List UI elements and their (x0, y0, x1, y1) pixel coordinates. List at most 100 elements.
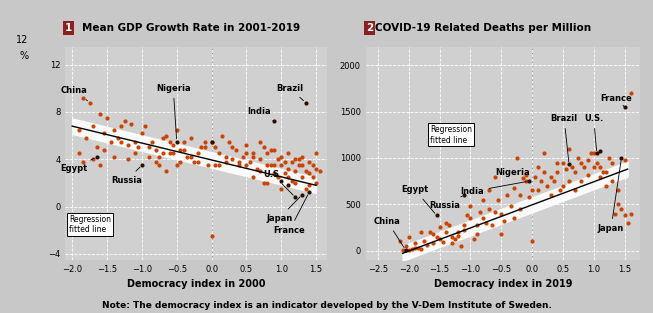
Point (144, 145, 154, 150)
Point (304, 190, 314, 195)
Point (475, 209, 485, 214)
Point (539, 151, 550, 156)
Point (193, 159, 203, 164)
Text: India: India (247, 107, 274, 121)
Point (477, 197, 488, 202)
Point (220, 154, 231, 159)
Point (626, 91, 636, 96)
Point (217, 133, 227, 138)
Point (416, 247, 426, 252)
Point (78, 159, 88, 164)
Point (601, 183, 611, 188)
Point (297, 192, 308, 197)
Point (234, 159, 245, 164)
Point (102, 115, 112, 121)
Text: 2: 2 (366, 23, 373, 33)
Point (140, 124, 151, 129)
Point (290, 169, 300, 174)
Point (592, 151, 602, 156)
Point (199, 145, 210, 150)
Point (193, 151, 203, 156)
Point (434, 225, 445, 230)
Point (144, 154, 154, 159)
Point (438, 240, 448, 245)
Point (471, 231, 482, 236)
Point (178, 139, 189, 144)
Point (564, 162, 574, 167)
Point (220, 159, 231, 164)
Point (453, 229, 464, 234)
Point (459, 192, 470, 198)
Point (579, 165, 590, 170)
Point (459, 228, 470, 233)
Point (542, 183, 552, 188)
Text: Egypt: Egypt (402, 185, 435, 213)
Point (262, 151, 272, 156)
Point (109, 154, 119, 159)
Point (404, 234, 414, 239)
Point (597, 169, 608, 174)
Text: China: China (374, 217, 404, 248)
Point (509, 216, 519, 221)
Point (459, 222, 470, 227)
Point (607, 179, 618, 184)
Point (490, 209, 500, 214)
Point (419, 239, 430, 244)
Point (462, 213, 473, 218)
Point (119, 119, 130, 124)
Point (432, 234, 442, 239)
Point (88, 157, 99, 162)
Point (297, 154, 308, 159)
Point (410, 245, 421, 250)
Point (272, 175, 283, 180)
Point (136, 131, 147, 136)
Point (206, 233, 217, 239)
Point (511, 156, 522, 161)
Text: 12: 12 (16, 35, 29, 45)
Point (570, 169, 581, 174)
Point (269, 119, 279, 124)
Text: Nigeria: Nigeria (156, 84, 191, 139)
Point (262, 180, 272, 185)
Point (95, 163, 105, 168)
Text: Russia: Russia (429, 196, 462, 210)
Point (297, 163, 308, 168)
Point (441, 220, 451, 225)
Point (576, 160, 586, 165)
Point (224, 139, 234, 144)
Point (398, 248, 408, 253)
Point (499, 218, 509, 223)
Point (283, 175, 293, 180)
Point (407, 246, 417, 251)
Point (576, 179, 586, 184)
Point (112, 136, 123, 141)
Point (266, 163, 276, 168)
Point (290, 157, 300, 162)
Point (168, 143, 178, 148)
Point (304, 171, 314, 176)
Point (432, 213, 442, 218)
Text: Russia: Russia (111, 167, 142, 185)
Point (136, 163, 147, 168)
Point (595, 148, 605, 153)
Point (130, 151, 140, 156)
Point (293, 157, 304, 162)
Point (564, 146, 574, 151)
Point (400, 248, 411, 253)
Point (610, 211, 620, 216)
Point (404, 247, 414, 252)
Point (175, 147, 185, 152)
Point (172, 163, 182, 168)
Point (471, 222, 482, 227)
Point (314, 169, 325, 174)
Point (105, 139, 116, 144)
Point (564, 179, 574, 184)
Point (287, 178, 297, 183)
Text: Regression
fitted line: Regression fitted line (430, 125, 472, 145)
Point (276, 178, 287, 183)
Point (182, 154, 193, 159)
Point (231, 147, 241, 152)
Point (266, 147, 276, 152)
Point (227, 157, 238, 162)
Point (601, 169, 611, 174)
